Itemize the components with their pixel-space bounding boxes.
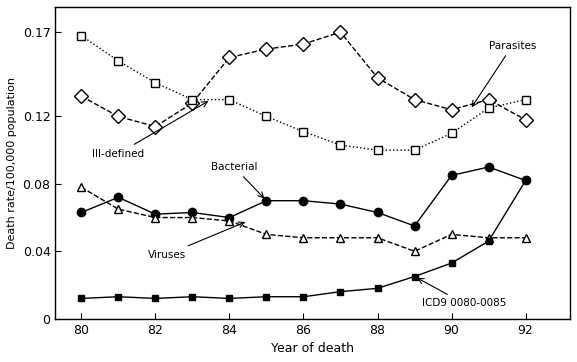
Y-axis label: Death rate/100,000 population: Death rate/100,000 population (7, 77, 17, 249)
Text: Ill-defined: Ill-defined (92, 102, 207, 159)
X-axis label: Year of death: Year of death (271, 342, 354, 355)
Text: Bacterial: Bacterial (211, 162, 264, 198)
Text: Parasites: Parasites (473, 41, 536, 106)
Text: Viruses: Viruses (148, 222, 244, 260)
Text: ICD9 0080-0085: ICD9 0080-0085 (418, 278, 506, 308)
